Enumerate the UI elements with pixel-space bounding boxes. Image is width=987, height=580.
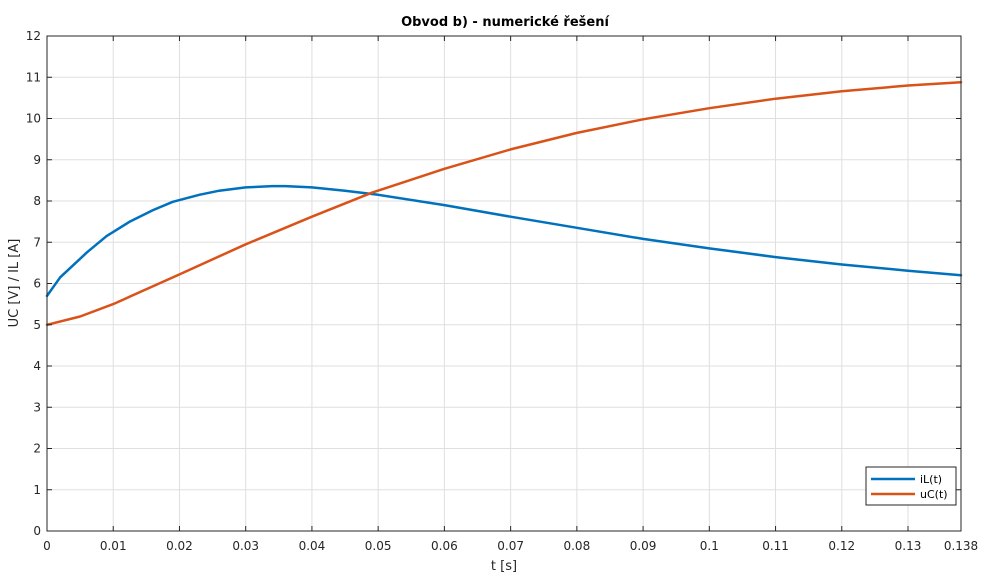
x-tick-labels: 0 0.01 0.02 0.03 0.04 0.05 0.06 0.07 0.08 0.09 0.1… bbox=[43, 539, 978, 553]
x-axis-label: t [s] bbox=[491, 559, 517, 574]
x-tick-label: 0 bbox=[43, 539, 51, 553]
x-tick-label: 0.12 bbox=[828, 539, 855, 553]
chart-title: Obvod b) - numerické řešení bbox=[401, 15, 610, 30]
grid bbox=[46, 35, 962, 532]
legend-label-il: iL(t) bbox=[920, 473, 942, 486]
x-tick-label: 0.03 bbox=[232, 539, 259, 553]
x-tick-label: 0.06 bbox=[431, 539, 458, 553]
y-tick-label: 10 bbox=[26, 112, 41, 126]
x-tick-label: 0.07 bbox=[497, 539, 524, 553]
x-tick-label: 0.1 bbox=[700, 539, 719, 553]
x-tick-label: 0.13 bbox=[895, 539, 922, 553]
legend: iL(t) uC(t) bbox=[865, 466, 957, 506]
y-tick-label: 0 bbox=[33, 524, 41, 538]
y-tick-label: 11 bbox=[26, 70, 41, 84]
x-tick-label: 0.09 bbox=[630, 539, 657, 553]
y-tick-label: 7 bbox=[33, 235, 41, 249]
y-tick-label: 2 bbox=[33, 442, 41, 456]
x-tick-label: 0.05 bbox=[365, 539, 392, 553]
y-tick-label: 5 bbox=[33, 318, 41, 332]
legend-label-uc: uC(t) bbox=[920, 488, 948, 501]
x-tick-label: 0.138 bbox=[944, 539, 978, 553]
x-tick-label: 0.01 bbox=[100, 539, 127, 553]
tick-marks bbox=[46, 35, 962, 532]
y-tick-label: 9 bbox=[33, 153, 41, 167]
legend-box bbox=[865, 466, 957, 506]
series-line-uc-t bbox=[45, 80, 963, 327]
x-tick-label: 0.04 bbox=[299, 539, 326, 553]
series-line-il-t bbox=[45, 184, 963, 298]
y-tick-label: 8 bbox=[33, 194, 41, 208]
y-tick-label: 12 bbox=[26, 29, 41, 43]
series-lines bbox=[45, 80, 963, 327]
y-tick-label: 4 bbox=[33, 359, 41, 373]
y-axis-label: UC [V] / IL [A] bbox=[7, 239, 22, 328]
y-tick-label: 1 bbox=[33, 483, 41, 497]
x-tick-label: 0.11 bbox=[762, 539, 789, 553]
y-tick-label: 3 bbox=[33, 400, 41, 414]
y-tick-label: 6 bbox=[33, 277, 41, 291]
x-tick-label: 0.08 bbox=[563, 539, 590, 553]
x-tick-label: 0.02 bbox=[166, 539, 193, 553]
